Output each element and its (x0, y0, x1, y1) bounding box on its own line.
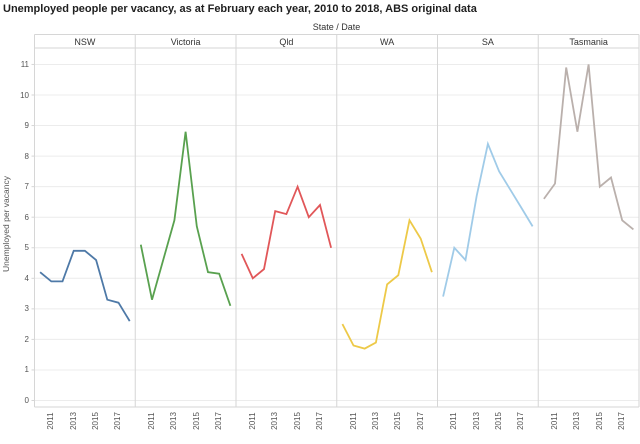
x-tick-label-victoria-2015: 2015 (191, 412, 201, 430)
panel-header-sa[interactable]: SA (481, 37, 494, 47)
y-tick-label-0: 0 (24, 396, 29, 405)
x-tick-label-qld-2017: 2017 (314, 412, 324, 430)
y-tick-label-10: 10 (20, 90, 29, 100)
panel-header-wa[interactable]: WA (380, 37, 395, 47)
x-tick-label-sa-2015: 2015 (494, 412, 504, 430)
line-sa[interactable] (442, 140, 534, 297)
line-wa[interactable] (341, 217, 433, 350)
x-tick-label-qld-2013: 2013 (270, 412, 280, 430)
x-tick-label-tasmania-2011: 2011 (550, 412, 560, 430)
line-victoria[interactable] (139, 131, 232, 307)
x-tick-label-wa-2011: 2011 (348, 412, 358, 430)
y-tick-label-5: 5 (24, 243, 29, 253)
y-tick-label-7: 7 (24, 182, 29, 192)
y-tick-label-1: 1 (24, 365, 29, 375)
y-tick-label-9: 9 (24, 121, 29, 131)
line-nsw[interactable] (39, 249, 131, 322)
y-tick-label-6: 6 (24, 212, 29, 222)
x-tick-label-nsw-2011: 2011 (46, 412, 56, 430)
column-field-label: State / Date (312, 22, 361, 32)
x-tick-label-tasmania-2013: 2013 (572, 412, 582, 430)
x-tick-label-tasmania-2015: 2015 (594, 412, 604, 430)
x-tick-label-victoria-2013: 2013 (169, 412, 179, 430)
x-tick-label-wa-2013: 2013 (370, 412, 380, 430)
line-tasmania[interactable] (543, 64, 634, 231)
x-tick-label-qld-2011: 2011 (247, 412, 257, 430)
x-tick-label-victoria-2011: 2011 (147, 412, 157, 430)
x-tick-label-tasmania-2017: 2017 (617, 412, 627, 430)
y-tick-label-11: 11 (20, 59, 29, 69)
panel-header-nsw[interactable]: NSW (74, 37, 96, 47)
chart-title: Unemployed people per vacancy, as at Feb… (3, 3, 477, 15)
x-tick-label-wa-2015: 2015 (393, 412, 403, 430)
x-tick-label-nsw-2015: 2015 (91, 412, 101, 430)
x-tick-label-wa-2017: 2017 (415, 412, 425, 430)
panel-header-victoria[interactable]: Victoria (170, 37, 201, 47)
x-tick-label-sa-2017: 2017 (516, 412, 526, 430)
line-qld[interactable] (240, 184, 332, 280)
x-tick-label-sa-2011: 2011 (449, 412, 459, 430)
y-tick-label-2: 2 (24, 334, 29, 344)
panel-header-qld[interactable]: Qld (279, 37, 294, 47)
y-tick-label-4: 4 (24, 273, 29, 283)
panel-header-tasmania[interactable]: Tasmania (569, 37, 608, 47)
y-tick-label-8: 8 (24, 151, 29, 161)
x-tick-label-victoria-2017: 2017 (214, 412, 224, 430)
y-tick-label-3: 3 (24, 304, 29, 314)
x-tick-label-qld-2015: 2015 (292, 412, 302, 430)
x-tick-label-nsw-2013: 2013 (68, 412, 78, 430)
x-tick-label-sa-2013: 2013 (471, 412, 481, 430)
x-tick-label-nsw-2017: 2017 (113, 412, 123, 430)
